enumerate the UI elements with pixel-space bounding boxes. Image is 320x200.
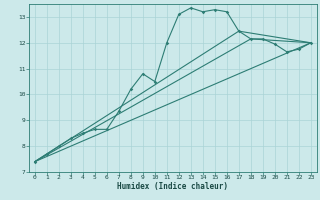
X-axis label: Humidex (Indice chaleur): Humidex (Indice chaleur) xyxy=(117,182,228,191)
